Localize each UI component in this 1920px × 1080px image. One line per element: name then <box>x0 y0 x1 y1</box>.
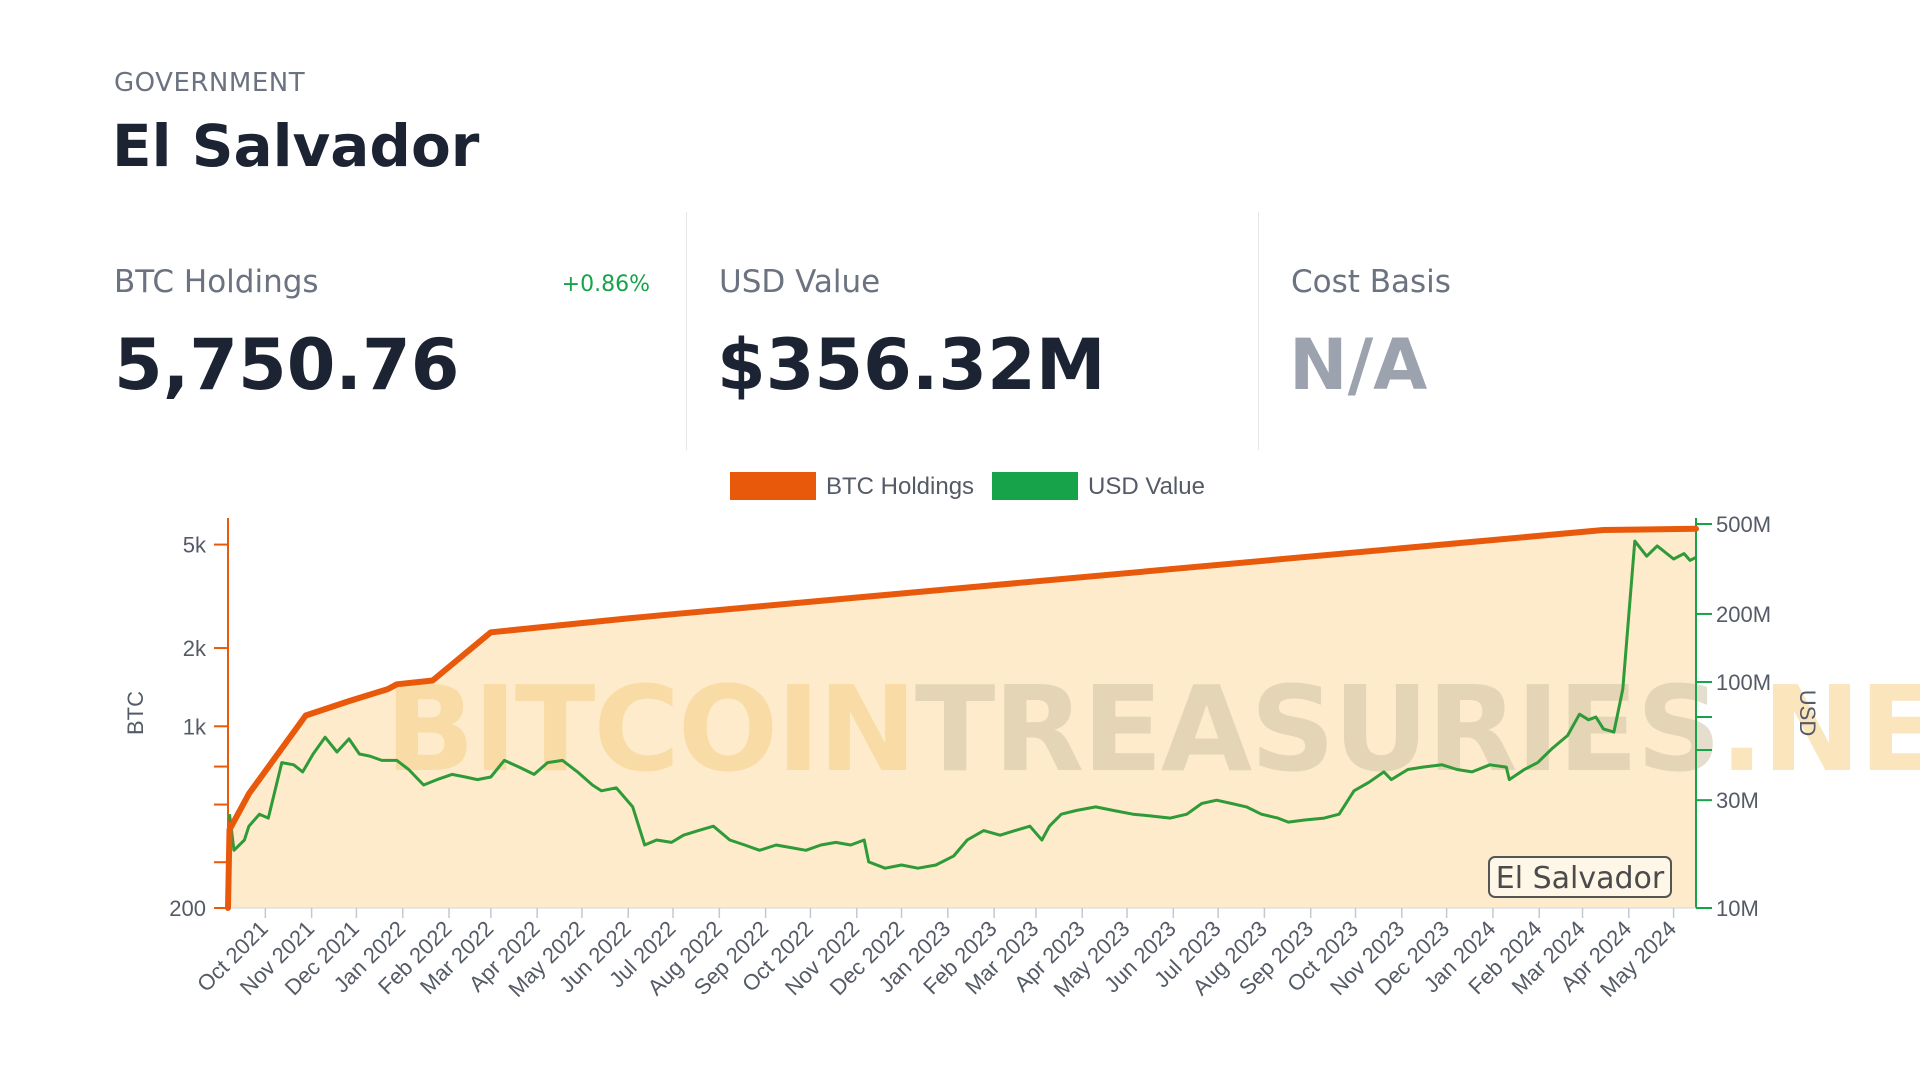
stat-btc-holdings: BTC Holdings +0.86% 5,750.76 <box>114 212 654 450</box>
page-title: El Salvador <box>112 112 480 180</box>
stat-btc-holdings-value: 5,750.76 <box>114 324 460 406</box>
watermark-part-2: TREASURIES <box>915 660 1719 798</box>
watermark-part-1: BITCOIN <box>385 660 915 798</box>
legend-label-btc[interactable]: BTC Holdings <box>826 473 974 500</box>
left-tick-label: 5k <box>183 533 207 558</box>
usd-value-line <box>228 539 1697 870</box>
stat-usd-value-label: USD Value <box>719 264 881 300</box>
category-label: GOVERNMENT <box>114 68 306 98</box>
stat-cost-basis: Cost Basis N/A <box>1258 212 1831 450</box>
left-tick-label: 2k <box>183 636 207 661</box>
usd-value-points <box>229 541 1697 869</box>
left-axis-title: BTC <box>123 691 148 735</box>
left-tick-label: 1k <box>183 714 207 739</box>
legend-swatch-btc[interactable] <box>730 472 816 500</box>
stat-usd-value: USD Value $356.32M <box>686 212 1259 450</box>
right-tick-label: 30M <box>1716 788 1759 813</box>
stat-cost-basis-label: Cost Basis <box>1291 264 1451 300</box>
watermark: BITCOINTREASURIES.NET <box>385 660 1920 798</box>
stat-usd-value-value: $356.32M <box>717 324 1106 406</box>
left-axis-ticks: 200 1k 2k 5k <box>169 533 228 921</box>
stat-cost-basis-value: N/A <box>1289 324 1428 406</box>
stat-btc-holdings-change: +0.86% <box>561 272 650 297</box>
chart-legend: BTC Holdings USD Value <box>730 472 1205 500</box>
right-tick-label: 200M <box>1716 602 1771 627</box>
right-axis-ticks: 10M 30M 100M 200M 500M <box>1696 512 1771 921</box>
right-tick-label: 500M <box>1716 512 1771 537</box>
btc-holdings-points <box>227 528 1697 909</box>
stat-btc-holdings-label: BTC Holdings <box>114 264 319 300</box>
entity-badge: El Salvador <box>1488 856 1672 898</box>
watermark-part-3: .NET <box>1719 660 1920 798</box>
left-tick-label: 200 <box>169 896 206 921</box>
right-tick-label: 100M <box>1716 670 1771 695</box>
right-axis-title: USD <box>1795 690 1820 736</box>
legend-label-usd[interactable]: USD Value <box>1088 473 1205 500</box>
entity-badge-text: El Salvador <box>1496 861 1665 896</box>
right-tick-label: 10M <box>1716 896 1759 921</box>
legend-swatch-usd[interactable] <box>992 472 1078 500</box>
